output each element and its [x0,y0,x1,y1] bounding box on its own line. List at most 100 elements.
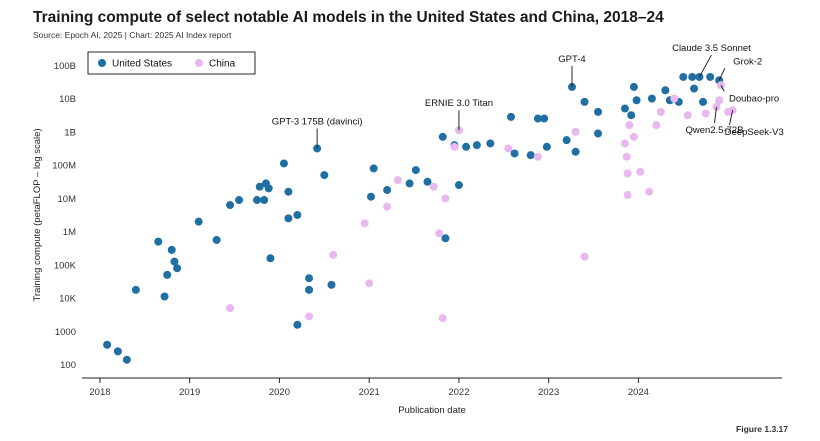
us-point [293,320,302,329]
y-tick-label: 100B [54,61,76,72]
us-point [423,177,432,186]
us-point [366,192,375,201]
china-point [533,152,542,161]
us-point [454,181,463,190]
china-point [383,202,392,211]
us-point [542,142,551,151]
annotation-leader [729,110,734,126]
us-point [163,270,172,279]
annotation-label: GPT-3 175B (davinci) [272,116,363,127]
x-tick-label: 2021 [359,387,380,398]
us-point [594,129,603,138]
us-point [327,280,336,289]
us-point [284,187,293,196]
annotation-label: DeepSeek-V3 [725,127,784,138]
china-point [360,219,369,228]
y-tick-label: 10K [59,294,77,305]
x-tick-label: 2022 [448,387,469,398]
china-point [429,182,438,191]
china-point [623,191,632,200]
us-point [305,285,314,294]
us-point [594,107,603,116]
us-point [383,186,392,195]
us-point [369,164,378,173]
us-point [405,179,414,188]
china-point [580,252,589,261]
china-point [226,304,235,313]
us-point [154,237,163,246]
legend-china-label: China [209,59,236,70]
y-tick-label: 1M [63,227,76,238]
china-point [636,167,645,176]
china-point [629,132,638,141]
us-point [113,347,122,356]
us-point [462,142,471,151]
y-tick-label: 10M [58,194,77,205]
us-point [690,84,699,93]
us-point [441,234,450,243]
us-point [540,114,549,123]
us-point [173,264,182,273]
china-point [620,139,629,148]
us-point [411,166,420,175]
us-point [506,112,515,121]
annotation-leader [699,54,712,78]
legend-box [87,51,256,75]
us-point [194,217,203,226]
chart-source: Source: Epoch AI, 2025 | Chart: 2025 AI … [33,30,232,40]
us-point [122,355,131,364]
us-point [320,171,329,180]
us-point [167,245,176,254]
us-point [438,132,447,141]
annotation-leader [714,106,717,123]
annotation-label: ERNIE 3.0 Titan [425,98,493,109]
annotation-leader [718,68,726,81]
us-point [661,86,670,95]
us-point [212,235,221,244]
china-point [683,111,692,120]
china-point [623,169,632,178]
us-point [629,82,638,91]
x-tick-label: 2020 [269,387,290,398]
us-point [706,72,715,81]
china-point [305,312,314,321]
y-tick-label: 10B [59,94,76,105]
figure-label: Figure 1.3.17 [736,424,788,434]
china-point [435,229,444,238]
legend-china-swatch [195,59,203,67]
china-point [365,279,374,288]
china-point [329,250,338,259]
us-point [293,211,302,219]
us-point [526,151,535,160]
us-point [279,159,288,168]
us-point [510,149,519,158]
y-tick-label: 100 [60,360,76,371]
x-tick-label: 2018 [89,387,110,398]
china-point [441,194,450,203]
us-point [131,285,140,294]
annotation-leader [720,85,725,92]
us-point [472,141,481,150]
us-point [305,274,314,283]
us-point [647,94,656,103]
annotation-label: Claude 3.5 Sonnet [672,43,751,54]
us-point [533,114,542,123]
y-tick-label: 1B [64,127,76,138]
y-tick-label: 1000 [55,327,76,338]
china-point [450,142,459,151]
us-point [235,196,244,205]
x-axis-label: Publication date [398,405,466,416]
us-point [284,214,293,223]
china-point [670,94,679,103]
x-tick-label: 2019 [179,387,200,398]
china-point [438,314,447,323]
legend-us-swatch [98,59,106,67]
us-point [688,72,697,81]
annotation-label: Qwen2.5-72B [685,125,743,136]
us-point [160,292,169,301]
chart-title: Training compute of select notable AI mo… [33,9,664,26]
y-tick-label: 100M [52,161,76,172]
us-point [679,72,688,81]
annotation-label: GPT-4 [558,54,585,65]
